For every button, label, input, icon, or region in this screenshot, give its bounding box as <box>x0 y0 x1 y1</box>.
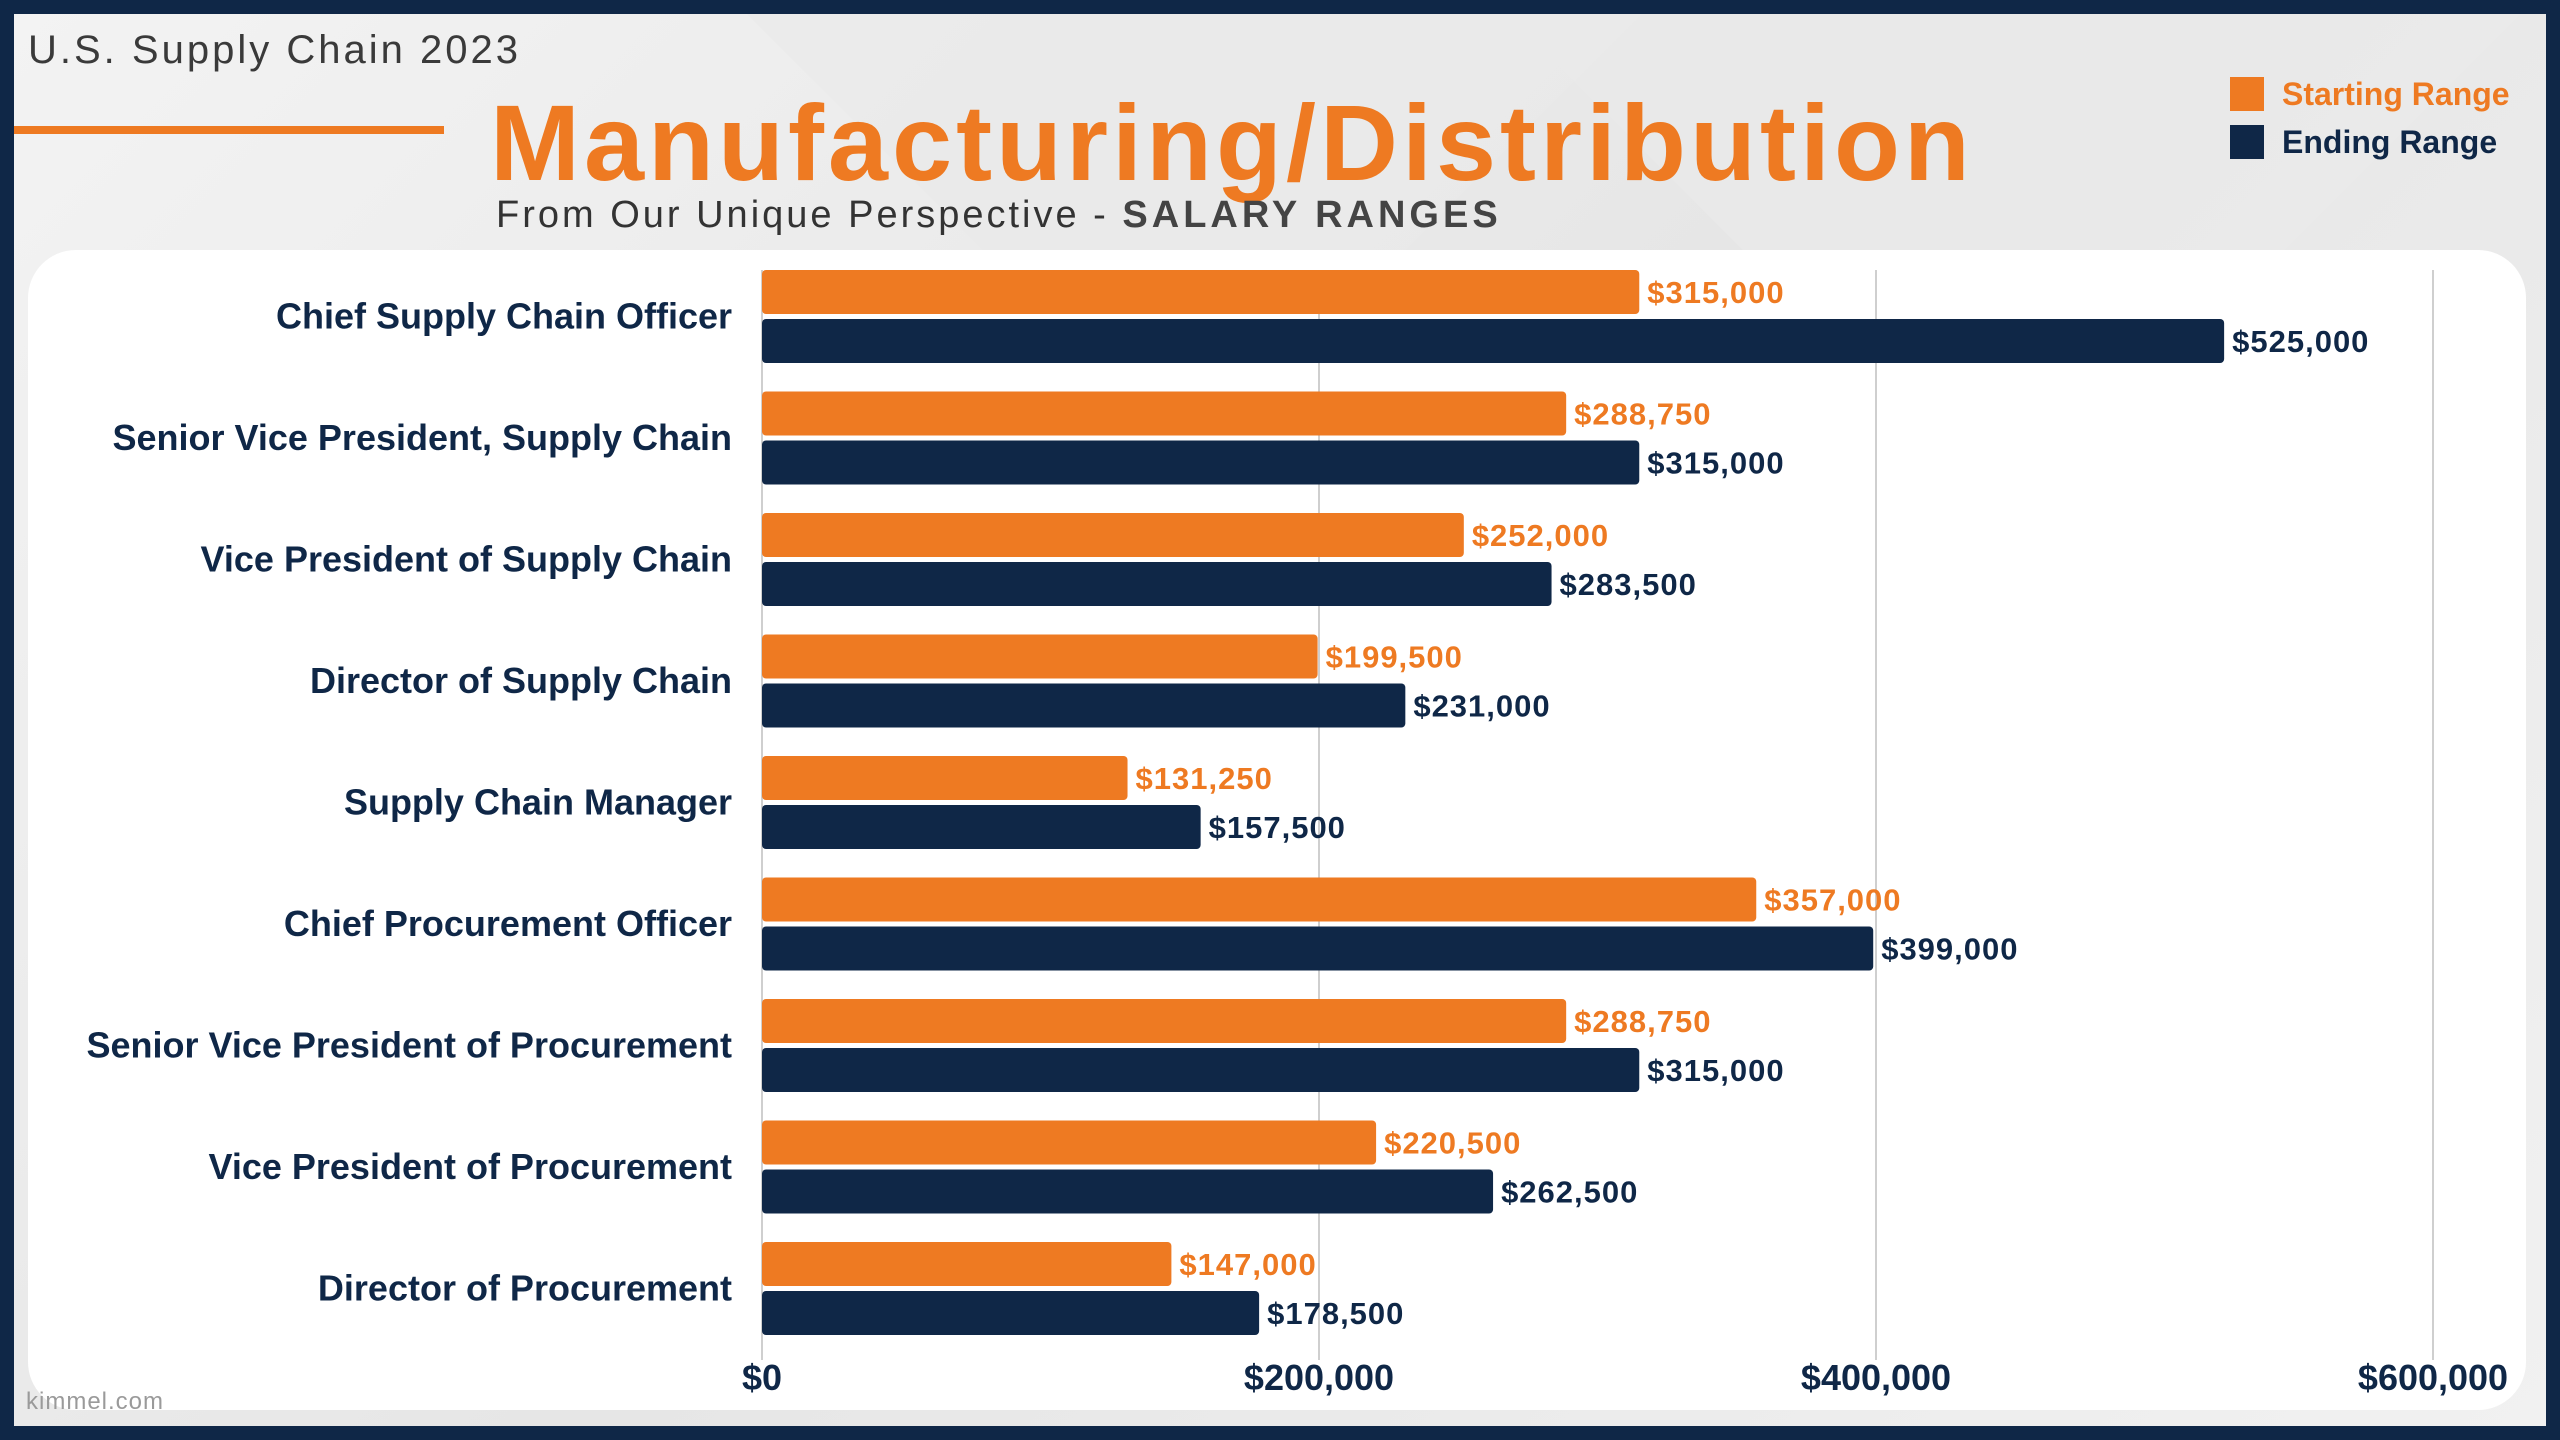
data-label-starting: $357,000 <box>1764 883 1901 918</box>
category-label: Vice President of Procurement <box>208 1146 732 1187</box>
bar-starting <box>762 877 1757 922</box>
page-subtitle: From Our Unique Perspective - SALARY RAN… <box>496 194 1502 237</box>
x-tick-label: $200,000 <box>1244 1357 1394 1398</box>
category-label: Chief Procurement Officer <box>284 903 732 944</box>
bar-ending <box>762 1169 1494 1214</box>
data-label-ending: $315,000 <box>1647 446 1784 481</box>
legend-label-ending: Ending Range <box>2282 123 2498 160</box>
data-label-starting: $220,500 <box>1384 1126 1521 1161</box>
chart-legend: Starting Range Ending Range <box>2230 70 2510 166</box>
data-label-ending: $399,000 <box>1881 932 2018 967</box>
data-label-starting: $147,000 <box>1179 1247 1316 1282</box>
bar-starting <box>762 270 1640 314</box>
legend-item-ending: Ending Range <box>2230 118 2510 166</box>
eyebrow-title: U.S. Supply Chain 2023 <box>28 28 521 72</box>
source-credit: kimmel.com <box>26 1388 165 1415</box>
data-label-starting: $288,750 <box>1574 1004 1711 1039</box>
legend-swatch-starting <box>2230 77 2264 111</box>
data-label-ending: $178,500 <box>1267 1296 1404 1331</box>
category-label: Director of Supply Chain <box>310 660 732 701</box>
data-label-ending: $283,500 <box>1560 567 1697 602</box>
bar-ending <box>762 926 1874 971</box>
bar-ending <box>762 805 1201 849</box>
legend-swatch-ending <box>2230 125 2264 159</box>
category-label: Senior Vice President of Procurement <box>86 1025 732 1066</box>
bar-starting <box>762 1120 1377 1165</box>
data-label-starting: $252,000 <box>1472 518 1609 553</box>
data-label-ending: $157,500 <box>1209 810 1346 845</box>
bar-starting <box>762 999 1567 1043</box>
bar-ending <box>762 683 1406 728</box>
legend-label-starting: Starting Range <box>2282 75 2510 112</box>
data-label-ending: $315,000 <box>1647 1053 1784 1088</box>
bar-chart: Chief Supply Chain Officer $315,000 $525,0… <box>86 270 2508 1398</box>
infographic-frame: U.S. Supply Chain 2023 Manufacturing/Dis… <box>14 14 2546 1426</box>
x-tick-label: $0 <box>742 1357 782 1398</box>
bar-ending <box>762 562 1552 606</box>
bar-starting <box>762 1242 1172 1286</box>
data-label-ending: $231,000 <box>1413 689 1550 724</box>
data-label-ending: $525,000 <box>2232 324 2369 359</box>
data-label-starting: $288,750 <box>1574 397 1711 432</box>
category-label: Senior Vice President, Supply Chain <box>112 417 732 458</box>
bar-ending <box>762 1048 1640 1092</box>
category-label: Chief Supply Chain Officer <box>276 296 732 337</box>
x-tick-label: $400,000 <box>1801 1357 1951 1398</box>
category-label: Supply Chain Manager <box>344 782 732 823</box>
bar-starting <box>762 634 1318 679</box>
chart-panel: Chief Supply Chain Officer $315,000 $525,0… <box>28 250 2526 1410</box>
x-tick-label: $600,000 <box>2358 1357 2508 1398</box>
category-label: Director of Procurement <box>318 1268 732 1309</box>
subtitle-strong: SALARY RANGES <box>1122 194 1502 236</box>
legend-item-starting: Starting Range <box>2230 70 2510 118</box>
accent-line <box>14 126 444 134</box>
data-label-starting: $131,250 <box>1136 761 1273 796</box>
bar-ending <box>762 319 2225 363</box>
bar-starting <box>762 756 1128 800</box>
data-label-starting: $199,500 <box>1326 640 1463 675</box>
bar-ending <box>762 1291 1260 1335</box>
bar-ending <box>762 440 1640 485</box>
bar-starting <box>762 513 1464 557</box>
subtitle-prefix: From Our Unique Perspective - <box>496 194 1123 236</box>
bar-starting <box>762 391 1567 436</box>
page-title: Manufacturing/Distribution <box>490 82 1974 203</box>
data-label-starting: $315,000 <box>1647 275 1784 310</box>
category-label: Vice President of Supply Chain <box>201 539 732 580</box>
data-label-ending: $262,500 <box>1501 1175 1638 1210</box>
